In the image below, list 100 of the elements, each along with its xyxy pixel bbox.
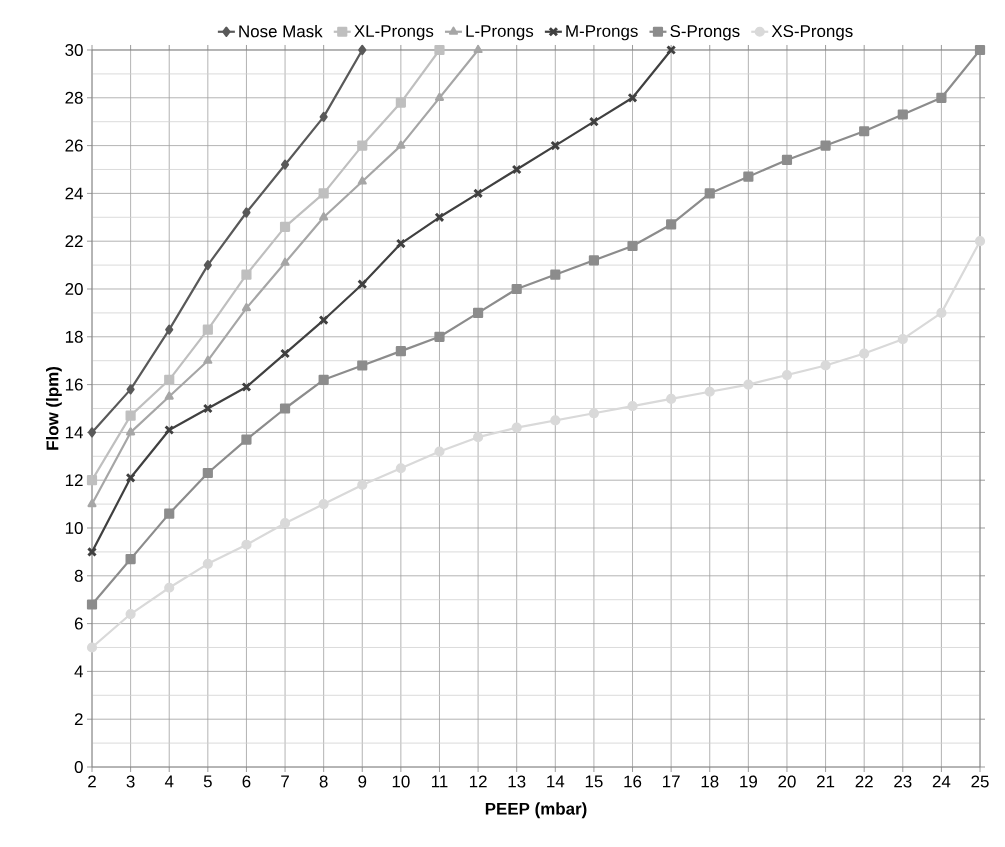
- x-tick-label: 17: [663, 775, 680, 788]
- x-tick-label: 15: [585, 775, 603, 788]
- point: [395, 346, 406, 357]
- point: [627, 240, 638, 252]
- x-tick-label: 10: [392, 775, 410, 788]
- point: [125, 410, 136, 421]
- point: [319, 111, 328, 123]
- x-tick-label: 12: [469, 775, 487, 788]
- point: [472, 432, 484, 443]
- point: [395, 463, 406, 474]
- point: [318, 315, 329, 326]
- point: [434, 446, 445, 457]
- legend-label: S-Prongs: [670, 25, 740, 41]
- y-axis-title: Flow (lpm): [46, 367, 62, 450]
- y-tick-label: 10: [65, 522, 83, 534]
- point: [974, 236, 986, 247]
- point: [550, 140, 561, 151]
- x-tick-label: 16: [624, 775, 642, 788]
- x-tick-label: 7: [281, 775, 289, 788]
- legend-label: XS-Prongs: [771, 25, 853, 41]
- point: [666, 219, 677, 230]
- point: [434, 212, 445, 223]
- point: [666, 393, 677, 405]
- point: [126, 384, 135, 395]
- x-tick-label: 14: [547, 775, 565, 788]
- y-tick-label: 16: [65, 378, 83, 391]
- point: [820, 360, 831, 371]
- point: [434, 331, 445, 342]
- point: [280, 348, 291, 359]
- point: [897, 109, 908, 120]
- point: [125, 472, 136, 483]
- point: [202, 558, 213, 569]
- point: [203, 355, 213, 364]
- x-tick-label: 20: [778, 775, 796, 788]
- point: [627, 92, 638, 103]
- x-tick-label: 5: [203, 775, 212, 788]
- x-tick-label: 24: [932, 775, 951, 788]
- x-tick-label: 2: [88, 775, 96, 788]
- y-tick-label: 2: [74, 713, 83, 726]
- x-tick-label: 3: [126, 775, 135, 788]
- point: [511, 422, 522, 433]
- point: [318, 374, 329, 385]
- point: [86, 599, 98, 610]
- point: [511, 164, 522, 175]
- point: [86, 642, 98, 653]
- point: [473, 188, 484, 199]
- x-tick-label: 19: [740, 775, 757, 788]
- point: [319, 212, 329, 221]
- point: [743, 379, 754, 390]
- y-tick-label: 20: [65, 283, 83, 295]
- legend-label: XL-Prongs: [354, 25, 434, 41]
- point: [241, 434, 252, 445]
- point: [202, 467, 213, 479]
- point: [280, 257, 290, 266]
- point: [241, 381, 252, 393]
- point: [241, 539, 252, 550]
- point: [164, 508, 175, 519]
- point: [704, 188, 715, 199]
- point: [242, 207, 251, 218]
- legend-label: L-Prongs: [466, 25, 534, 41]
- x-tick-label: 11: [431, 775, 448, 788]
- point: [550, 269, 561, 280]
- point: [87, 427, 97, 438]
- x-tick-label: 6: [242, 775, 251, 788]
- legend-label: M-Prongs: [566, 25, 638, 41]
- point: [434, 92, 445, 101]
- y-tick-label: 18: [65, 330, 83, 343]
- point: [743, 171, 754, 182]
- y-tick-label: 4: [74, 665, 83, 678]
- point: [357, 360, 368, 371]
- point: [588, 116, 599, 127]
- point: [434, 44, 445, 56]
- point: [241, 303, 251, 312]
- y-tick-label: 30: [65, 43, 83, 56]
- point: [511, 283, 522, 295]
- point: [974, 44, 986, 56]
- point: [279, 221, 291, 232]
- x-axis-title: PEEP (mbar): [485, 802, 587, 819]
- x-tick-label: 22: [855, 775, 873, 788]
- y-tick-label: 26: [65, 139, 83, 152]
- point: [86, 475, 98, 486]
- point: [472, 307, 484, 318]
- point: [125, 553, 136, 565]
- point: [279, 518, 291, 529]
- point: [126, 427, 136, 436]
- y-tick-label: 8: [74, 569, 83, 582]
- x-tick-label: 9: [358, 775, 367, 788]
- point: [202, 324, 213, 335]
- point: [125, 608, 136, 620]
- point: [666, 44, 677, 56]
- point: [395, 238, 406, 249]
- point: [164, 582, 175, 593]
- point: [550, 415, 561, 426]
- point: [936, 92, 947, 103]
- point: [357, 279, 368, 290]
- point: [318, 188, 329, 199]
- y-tick-label: 6: [74, 617, 83, 630]
- point: [87, 499, 97, 508]
- point: [936, 307, 947, 318]
- point: [164, 374, 175, 385]
